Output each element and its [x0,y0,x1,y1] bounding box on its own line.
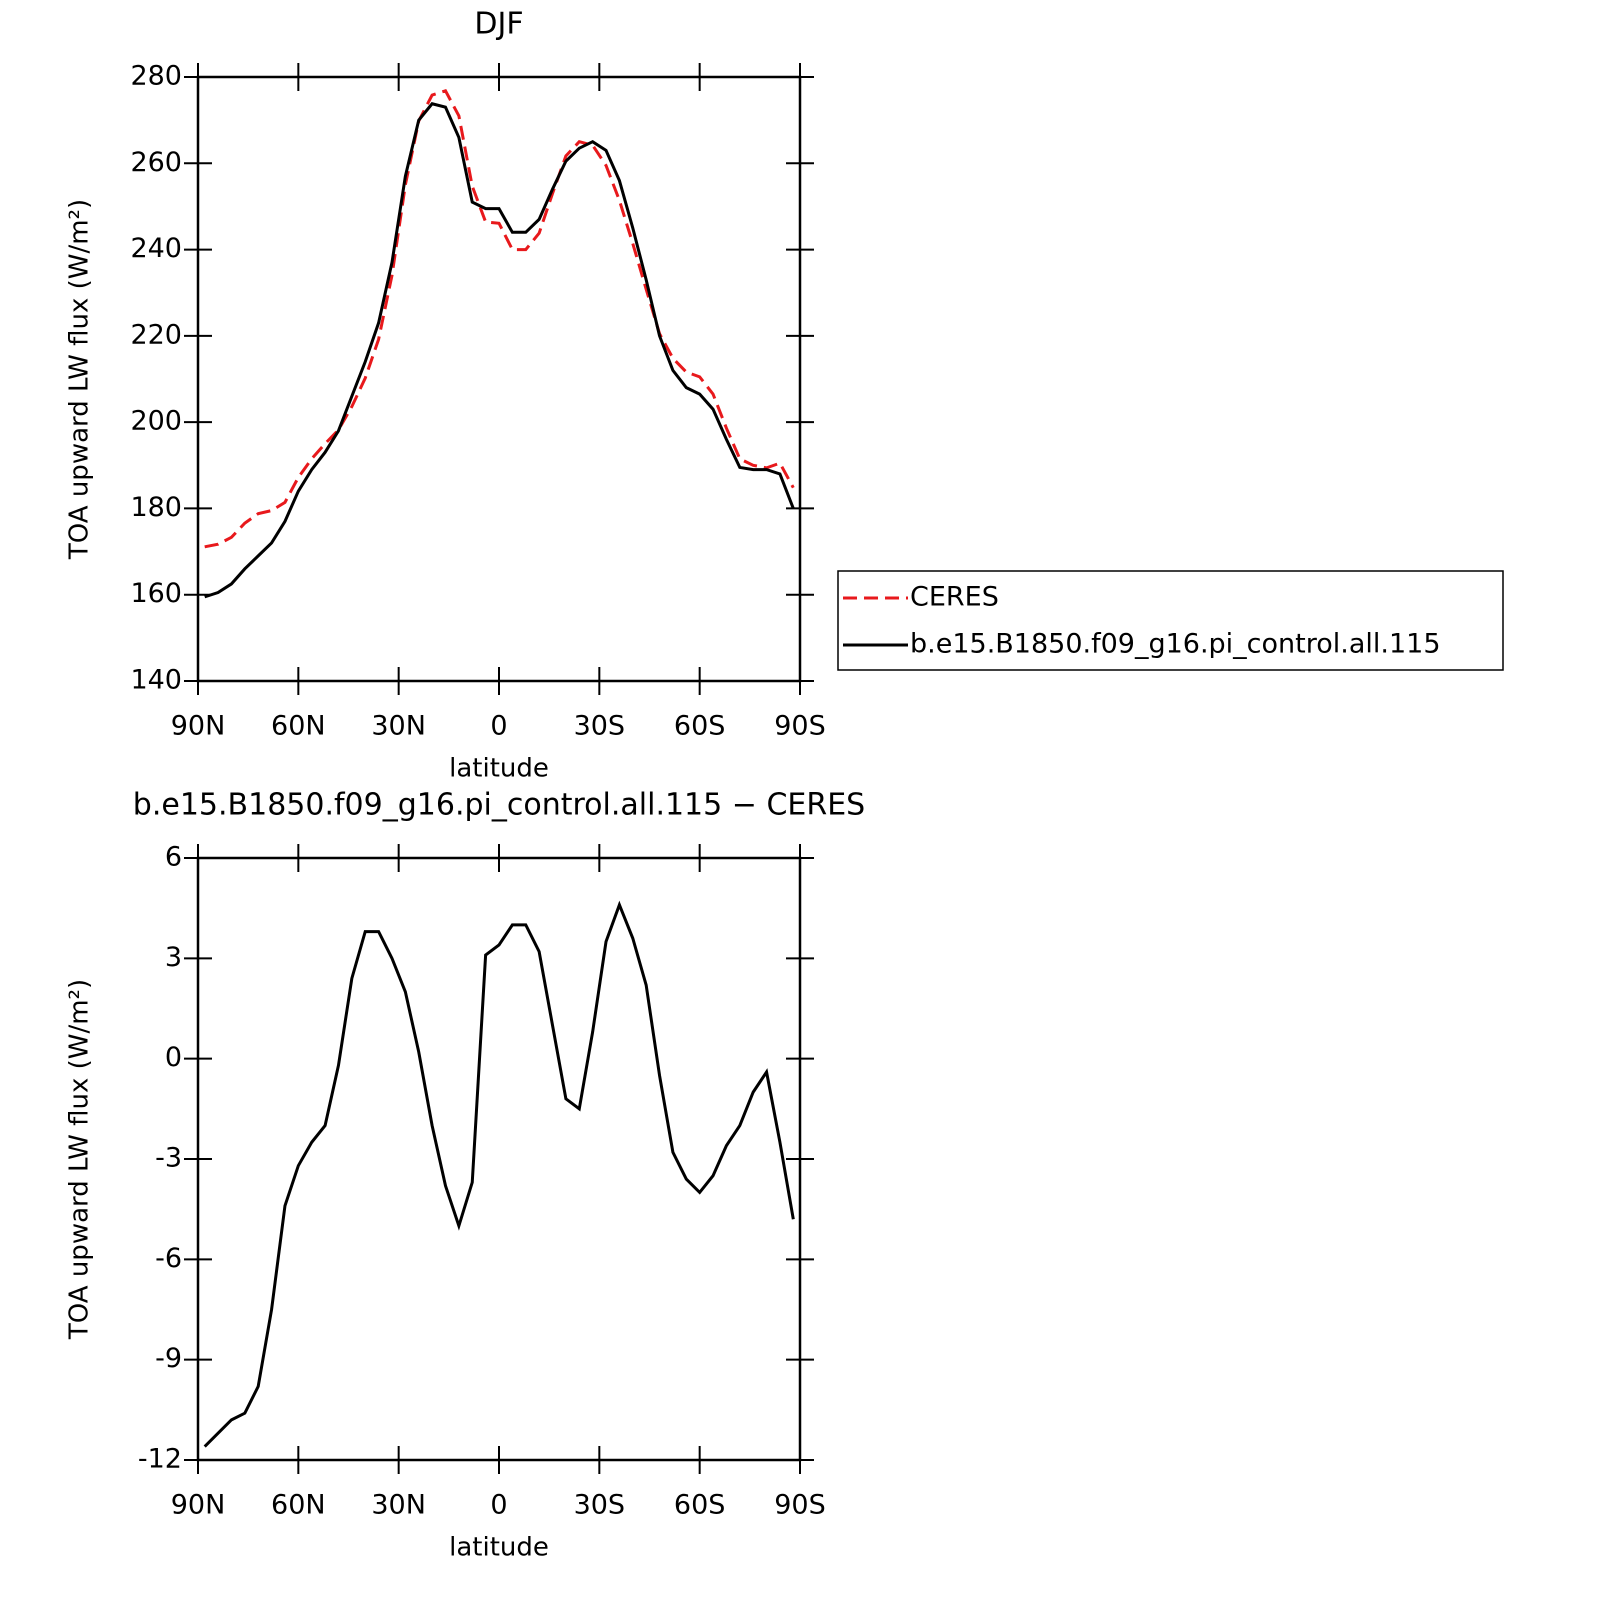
x-tick-label: 30S [574,711,626,742]
x-tick-label: 0 [490,1490,507,1521]
y-tick-label: 200 [130,406,182,437]
y-tick-label: 260 [130,147,182,178]
y-tick-label: -12 [138,1444,182,1475]
y-tick-label: 140 [130,665,182,696]
x-tick-label: 60S [674,711,726,742]
data-line [204,88,795,549]
x-tick-label: 90S [774,1490,826,1521]
x-tick-label: 30N [371,1490,426,1521]
y-tick-label: 6 [165,842,182,873]
x-tick-label: 90N [171,1490,226,1521]
x-tick-label: 60N [271,711,326,742]
x-tick-label: 90S [774,711,826,742]
x-axis-label: latitude [449,1533,549,1563]
chart-title: b.e15.B1850.f09_g16.pi_control.all.115 −… [133,788,865,823]
y-tick-label: 0 [165,1042,182,1073]
y-tick-label: -9 [155,1343,182,1374]
y-axis-label: TOA upward LW flux (W/m²) [65,199,95,560]
x-tick-label: 30S [574,1490,626,1521]
y-tick-label: 240 [130,233,182,264]
data-line [204,102,795,599]
x-axis-label: latitude [449,754,549,784]
plot-frame [196,856,802,1462]
x-tick-label: 0 [490,711,507,742]
y-tick-label: 280 [130,61,182,92]
y-tick-label: 3 [165,942,182,973]
x-tick-label: 60S [674,1490,726,1521]
y-tick-label: 220 [130,319,182,350]
plot-frame [196,75,802,683]
x-tick-label: 30N [371,711,426,742]
y-tick-label: -3 [155,1143,182,1174]
y-tick-label: 160 [130,578,182,609]
chart-title: DJF [474,7,523,42]
data-line [203,900,795,1448]
x-tick-label: 90N [171,711,226,742]
legend-label: CERES [910,582,999,613]
y-axis-label: TOA upward LW flux (W/m²) [65,979,95,1340]
legend-label: b.e15.B1850.f09_g16.pi_control.all.115 [910,629,1441,660]
y-tick-label: -6 [155,1243,182,1274]
x-tick-label: 60N [271,1490,326,1521]
y-tick-label: 180 [130,492,182,523]
legend-box [837,570,1504,671]
